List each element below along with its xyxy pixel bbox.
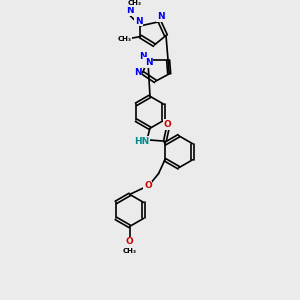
Text: N: N [145, 58, 153, 67]
Text: O: O [164, 120, 171, 129]
Text: CH₃: CH₃ [117, 36, 131, 42]
Text: N: N [134, 68, 142, 77]
Text: CH₃: CH₃ [128, 1, 142, 7]
Text: O: O [126, 238, 134, 247]
Text: O: O [144, 182, 152, 190]
Text: CH₃: CH₃ [122, 248, 136, 254]
Text: N: N [126, 6, 134, 15]
Text: N: N [140, 52, 147, 61]
Text: N: N [157, 12, 164, 21]
Text: N: N [135, 17, 142, 26]
Text: HN: HN [134, 136, 149, 146]
